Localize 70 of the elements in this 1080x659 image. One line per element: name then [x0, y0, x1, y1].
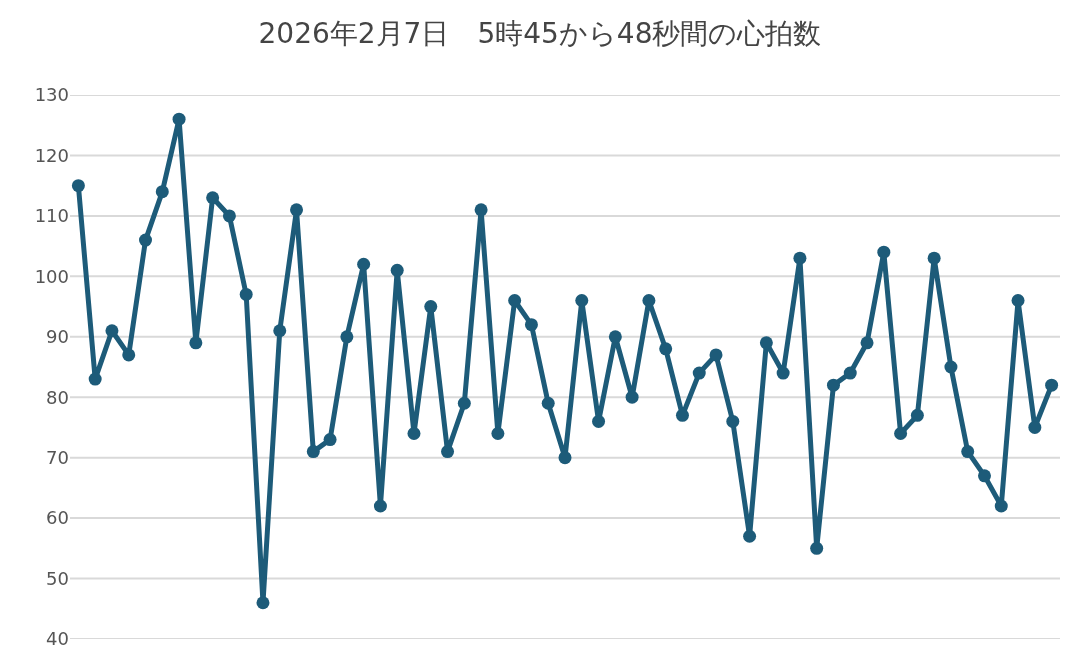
- point: [474, 203, 488, 217]
- y-tick-label: 110: [34, 205, 69, 227]
- point: [910, 408, 924, 422]
- point: [139, 233, 153, 247]
- y-tick-label: 90: [46, 326, 69, 348]
- y-tick-label: 120: [34, 144, 69, 166]
- point: [877, 245, 891, 259]
- point: [810, 541, 824, 555]
- point: [306, 445, 320, 459]
- point: [105, 324, 119, 338]
- point: [843, 366, 857, 380]
- point: [743, 529, 757, 543]
- point: [1011, 294, 1025, 307]
- point: [927, 251, 941, 265]
- point: [88, 372, 102, 386]
- point: [407, 426, 421, 440]
- point: [457, 396, 471, 410]
- point: [508, 294, 522, 307]
- point: [894, 426, 908, 440]
- point: [541, 396, 555, 410]
- point: [675, 408, 689, 422]
- point: [1028, 420, 1042, 434]
- point: [659, 342, 673, 356]
- point: [239, 287, 253, 301]
- point: [122, 348, 136, 362]
- point: [155, 185, 169, 199]
- point: [944, 360, 958, 374]
- point: [189, 336, 203, 350]
- point: [1045, 378, 1059, 392]
- point: [608, 330, 622, 344]
- point: [692, 366, 706, 380]
- point: [860, 336, 874, 350]
- point: [340, 330, 354, 344]
- point: [373, 499, 387, 513]
- point: [575, 294, 589, 307]
- point: [709, 348, 723, 362]
- point: [826, 378, 840, 392]
- point: [978, 469, 991, 483]
- point: [642, 294, 656, 307]
- y-tick-label: 50: [46, 567, 69, 589]
- y-tick-label: 70: [46, 446, 69, 468]
- point: [558, 451, 572, 465]
- point: [994, 499, 1008, 513]
- point: [491, 426, 505, 440]
- point: [290, 203, 304, 217]
- y-tick-label: 60: [46, 507, 69, 529]
- point: [222, 209, 236, 223]
- point: [524, 318, 538, 332]
- point: [323, 433, 337, 447]
- point: [961, 445, 975, 459]
- y-tick-label: 40: [46, 628, 69, 650]
- point: [592, 414, 606, 428]
- y-tick-label: 100: [34, 265, 69, 287]
- point: [759, 336, 773, 350]
- y-tick-label: 80: [46, 386, 69, 408]
- chart-title: 2026年2月7日 5時45から48秒間の心拍数: [258, 16, 822, 50]
- point: [726, 414, 740, 428]
- point: [441, 445, 455, 459]
- point: [357, 257, 371, 271]
- point: [172, 112, 186, 126]
- point: [793, 251, 807, 265]
- point: [390, 263, 404, 277]
- point: [625, 390, 639, 404]
- point: [206, 191, 220, 205]
- point: [776, 366, 790, 380]
- point: [71, 179, 85, 193]
- point: [256, 596, 270, 610]
- point: [424, 300, 438, 314]
- y-tick-label: 130: [34, 84, 69, 106]
- point: [273, 324, 287, 338]
